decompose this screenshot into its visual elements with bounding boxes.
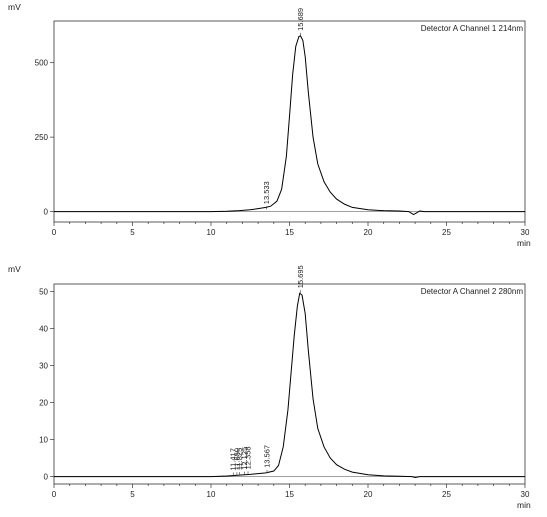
peak-label: 13.533 bbox=[262, 181, 271, 204]
chromatogram-trace bbox=[54, 292, 525, 479]
detector-label: Detector A Channel 2 280nm bbox=[421, 287, 524, 296]
x-tick-label: 30 bbox=[521, 490, 530, 499]
x-tick-label: 30 bbox=[521, 228, 530, 237]
chromatogram-channel-2: mV min Detector A Channel 2 280nm 0 5 10 15 20 2… bbox=[8, 264, 531, 510]
y-tick-label: 250 bbox=[35, 133, 49, 142]
x-tick-label: 20 bbox=[364, 228, 373, 237]
y-tick-label: 20 bbox=[39, 399, 48, 408]
x-tick-label: 15 bbox=[285, 490, 294, 499]
x-tick-label: 15 bbox=[285, 228, 294, 237]
peak-label: 11.650 bbox=[232, 448, 241, 470]
x-tick-label: 25 bbox=[442, 228, 451, 237]
peak-label: 12.125 bbox=[240, 447, 249, 470]
peak-label: 13.567 bbox=[263, 445, 272, 468]
y-tick-label: 0 bbox=[44, 208, 49, 217]
y-tick-label: 30 bbox=[39, 361, 48, 370]
x-tick-label: 5 bbox=[130, 228, 135, 237]
chromatogram-trace bbox=[54, 35, 525, 216]
x-tick-label: 10 bbox=[207, 490, 216, 499]
x-tick-label: 0 bbox=[52, 490, 57, 499]
x-tick-label: 20 bbox=[364, 490, 373, 499]
x-tick-label: 5 bbox=[130, 490, 135, 499]
y-tick-label: 10 bbox=[39, 436, 48, 445]
chromatogram-channel-1: mV min Detector A Channel 1 214nm 0 5 10 15 20 2… bbox=[8, 2, 531, 248]
peak-label: 15.695 bbox=[296, 265, 305, 288]
y-tick-label: 0 bbox=[44, 473, 49, 482]
x-tick-label: 25 bbox=[442, 490, 451, 499]
y-tick-label: 40 bbox=[39, 324, 48, 333]
y-tick-label: 500 bbox=[35, 59, 49, 68]
x-tick-label: 0 bbox=[52, 228, 57, 237]
y-axis-unit-label: mV bbox=[8, 2, 21, 12]
peak-label: 11.825 bbox=[235, 448, 244, 470]
y-axis-unit-label: mV bbox=[8, 264, 21, 274]
detector-label: Detector A Channel 1 214nm bbox=[421, 24, 524, 33]
peak-label: 12.358 bbox=[244, 446, 253, 469]
plot-frame bbox=[53, 283, 526, 485]
x-tick-label: 10 bbox=[207, 228, 216, 237]
peak-label: 11.417 bbox=[229, 448, 238, 470]
x-axis-unit-label: min bbox=[517, 500, 531, 510]
y-tick-label: 50 bbox=[39, 287, 48, 296]
x-axis-unit-label: min bbox=[517, 238, 531, 248]
peak-label: 15.689 bbox=[296, 8, 305, 31]
